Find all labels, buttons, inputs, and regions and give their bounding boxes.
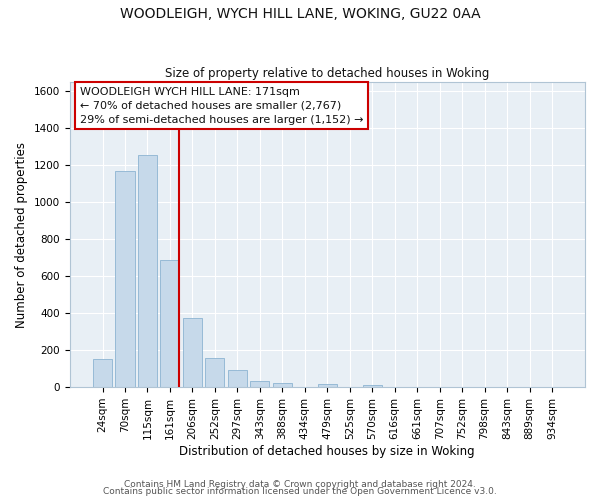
Text: WOODLEIGH WYCH HILL LANE: 171sqm
← 70% of detached houses are smaller (2,767)
29: WOODLEIGH WYCH HILL LANE: 171sqm ← 70% o… [80,86,364,124]
Y-axis label: Number of detached properties: Number of detached properties [15,142,28,328]
Bar [115,171,134,387]
Bar [93,359,112,387]
Bar [205,358,224,387]
Bar [183,318,202,387]
Bar [228,370,247,387]
Text: Contains HM Land Registry data © Crown copyright and database right 2024.: Contains HM Land Registry data © Crown c… [124,480,476,489]
X-axis label: Distribution of detached houses by size in Woking: Distribution of detached houses by size … [179,444,475,458]
Text: Contains public sector information licensed under the Open Government Licence v3: Contains public sector information licen… [103,487,497,496]
Title: Size of property relative to detached houses in Woking: Size of property relative to detached ho… [165,66,490,80]
Bar [250,380,269,387]
Text: WOODLEIGH, WYCH HILL LANE, WOKING, GU22 0AA: WOODLEIGH, WYCH HILL LANE, WOKING, GU22 … [119,8,481,22]
Bar [138,155,157,387]
Bar [362,384,382,387]
Bar [160,260,179,387]
Bar [273,383,292,387]
Bar [318,384,337,387]
